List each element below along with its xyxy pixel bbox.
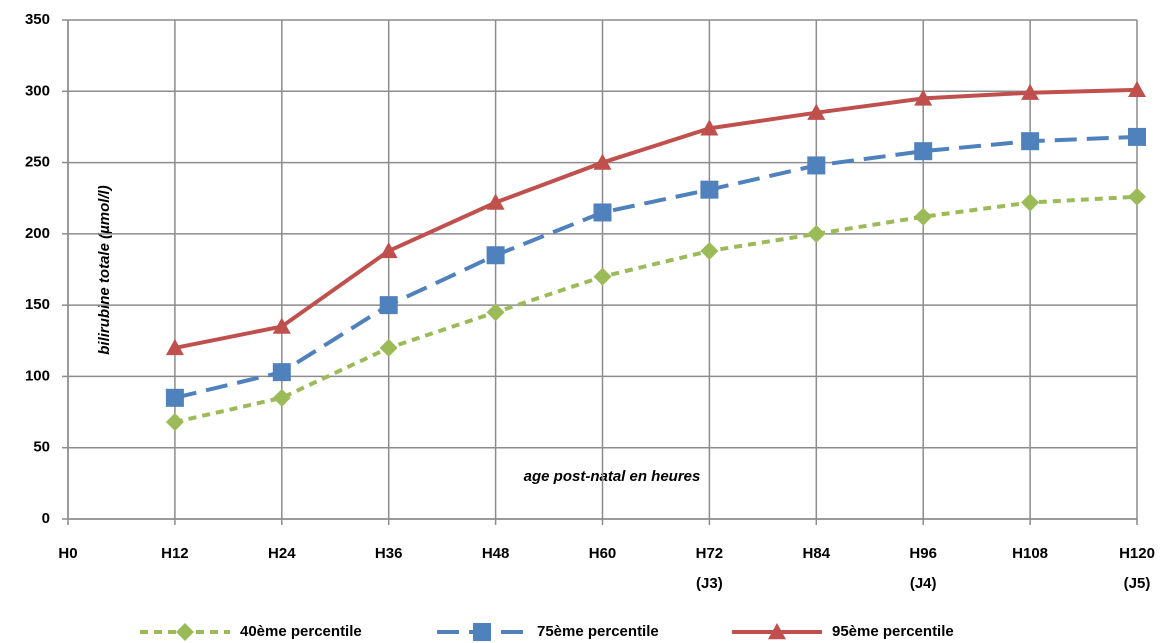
series-line [174, 134, 1138, 400]
x-tick-label: (J3) [696, 575, 723, 592]
x-tick-label: H84 [803, 545, 831, 562]
legend-label: 75ème percentile [537, 623, 659, 640]
legend-label: 95ème percentile [832, 623, 954, 640]
x-tick-label: H108 [1012, 545, 1048, 562]
data-point [1128, 80, 1146, 98]
data-point [486, 246, 505, 265]
legend-label: 40ème percentile [240, 623, 362, 640]
data-point [486, 303, 505, 322]
data-point [1021, 193, 1040, 212]
data-point [593, 267, 612, 286]
series-line [174, 87, 1138, 350]
data-point [272, 363, 291, 382]
data-point [165, 388, 184, 407]
data-point [272, 388, 291, 407]
y-tick-label: 50 [33, 439, 50, 456]
y-tick-label: 150 [25, 296, 50, 313]
data-point [807, 224, 826, 243]
data-point [807, 103, 826, 120]
x-tick-label: H24 [268, 545, 296, 562]
data-point [807, 156, 826, 175]
x-tick-label: H36 [375, 545, 403, 562]
data-point [914, 142, 933, 161]
series-line [174, 194, 1138, 425]
data-point [1021, 83, 1040, 100]
x-tick-label: (J4) [910, 575, 937, 592]
x-tick-label: H12 [161, 545, 189, 562]
y-tick-label: 200 [25, 225, 50, 242]
legend-marker [176, 623, 194, 641]
data-point [165, 338, 184, 356]
data-point [1128, 187, 1146, 206]
x-tick-label: (J5) [1124, 575, 1151, 592]
x-tick-label: H96 [909, 545, 937, 562]
x-tick-label: H72 [696, 545, 724, 562]
legend-marker [768, 623, 786, 640]
data-point [1021, 132, 1040, 151]
data-point [593, 203, 612, 222]
data-point [379, 338, 398, 357]
data-point [1128, 127, 1146, 146]
data-point [272, 317, 291, 334]
y-tick-label: 350 [25, 11, 50, 28]
data-point [379, 296, 398, 315]
x-tick-label: H0 [58, 545, 77, 562]
x-tick-label: H60 [589, 545, 617, 562]
data-point [700, 119, 719, 136]
data-point [700, 180, 719, 199]
y-axis-label: bilirubine totale (µmol/l) [96, 185, 113, 354]
data-point [914, 89, 933, 106]
data-point [165, 413, 184, 432]
y-tick-label: 100 [25, 367, 50, 384]
data-point [379, 241, 398, 259]
data-point [486, 193, 505, 210]
data-point [914, 207, 933, 226]
x-tick-label: H120 [1119, 545, 1155, 562]
x-axis-label: age post-natal en heures [524, 468, 701, 485]
data-point [700, 241, 719, 260]
y-tick-label: 250 [25, 154, 50, 171]
x-tick-label: H48 [482, 545, 510, 562]
legend-marker [473, 623, 491, 641]
y-tick-label: 0 [42, 510, 50, 527]
data-point [593, 153, 612, 170]
y-tick-label: 300 [25, 82, 50, 99]
